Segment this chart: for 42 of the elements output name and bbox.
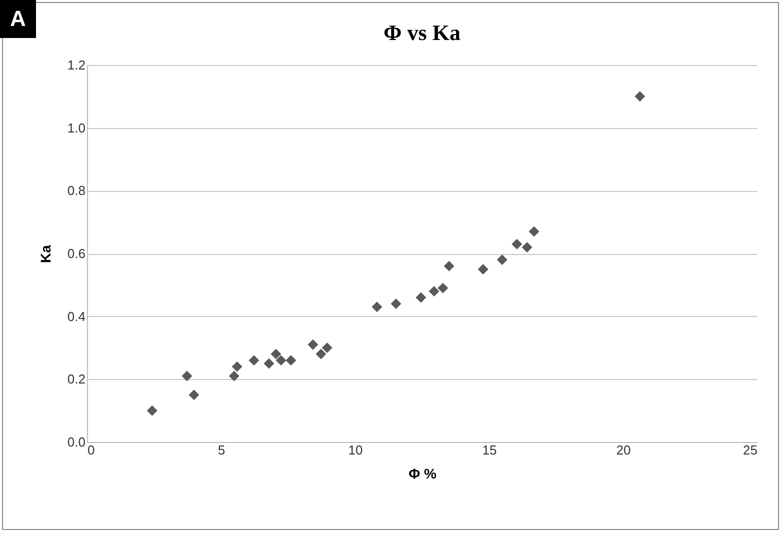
- point: [270, 348, 282, 360]
- point: [496, 254, 508, 266]
- y-tick-label: 0.6: [67, 246, 86, 261]
- point: [438, 282, 448, 294]
- point: [428, 286, 440, 296]
- point: [308, 339, 318, 350]
- y-tick-label: 0.8: [67, 183, 86, 198]
- point: [372, 302, 382, 312]
- x-tick-label: 15: [482, 442, 497, 458]
- point: [232, 361, 242, 372]
- point: [444, 260, 454, 272]
- x-tick-label: 5: [218, 442, 226, 458]
- point: [522, 242, 532, 252]
- y-axis-title: Ka: [37, 244, 54, 263]
- y-tick-label: 0.4: [67, 308, 86, 324]
- point: [188, 390, 200, 400]
- point: [634, 91, 646, 102]
- point: [322, 342, 332, 353]
- x-tick-label: 25: [743, 442, 758, 458]
- point: [512, 238, 522, 250]
- y-tick-label: 0.2: [67, 372, 86, 387]
- point: [248, 355, 260, 366]
- point: [478, 264, 488, 274]
- point: [286, 355, 296, 366]
- point: [146, 405, 158, 416]
- x-tick-label: 0: [88, 442, 95, 458]
- point: [182, 370, 192, 382]
- point: [528, 226, 540, 237]
- x-tick-label: 10: [348, 442, 363, 458]
- point: [416, 292, 426, 303]
- x-tick-label: 20: [616, 442, 631, 458]
- text: A: [0, 0, 36, 38]
- point: [228, 370, 240, 382]
- chart-title: Φ vs Ka: [384, 20, 460, 45]
- x-axis-title: Φ %: [408, 466, 437, 482]
- y-tick-label: 0.0: [67, 434, 86, 450]
- point: [264, 358, 274, 369]
- y-tick-label: 1.2: [67, 58, 86, 72]
- point: [390, 298, 402, 310]
- y-tick-label: 1.0: [67, 120, 86, 136]
- point: [276, 355, 286, 366]
- point: [316, 348, 326, 360]
